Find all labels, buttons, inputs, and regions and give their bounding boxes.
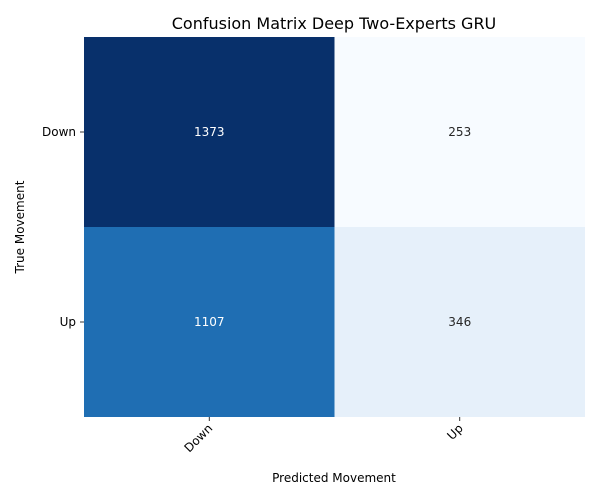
y-axis-label: True Movement [13,180,27,274]
y-axis-ticks: Down Up [42,125,84,329]
y-tick-label: Down [42,125,76,139]
cell-value-label: 253 [448,125,471,139]
y-tick-label: Up [60,315,76,329]
x-tick-label: Up [444,421,466,443]
heatmap-cell-down-down [84,37,335,227]
cell-value-label: 346 [448,315,471,329]
heatmap-cells: 1373 253 1107 346 [84,37,585,417]
x-tick-label: Down [181,421,215,455]
cell-value-label: 1373 [194,125,225,139]
cell-value-label: 1107 [194,315,225,329]
x-axis-ticks: Down Up [181,417,466,455]
heatmap-cell-up-up [334,227,585,417]
heatmap-cell-up-down [84,227,335,417]
chart-title: Confusion Matrix Deep Two-Experts GRU [172,14,497,33]
heatmap-cell-down-up [334,37,585,227]
x-axis-label: Predicted Movement [272,471,396,485]
